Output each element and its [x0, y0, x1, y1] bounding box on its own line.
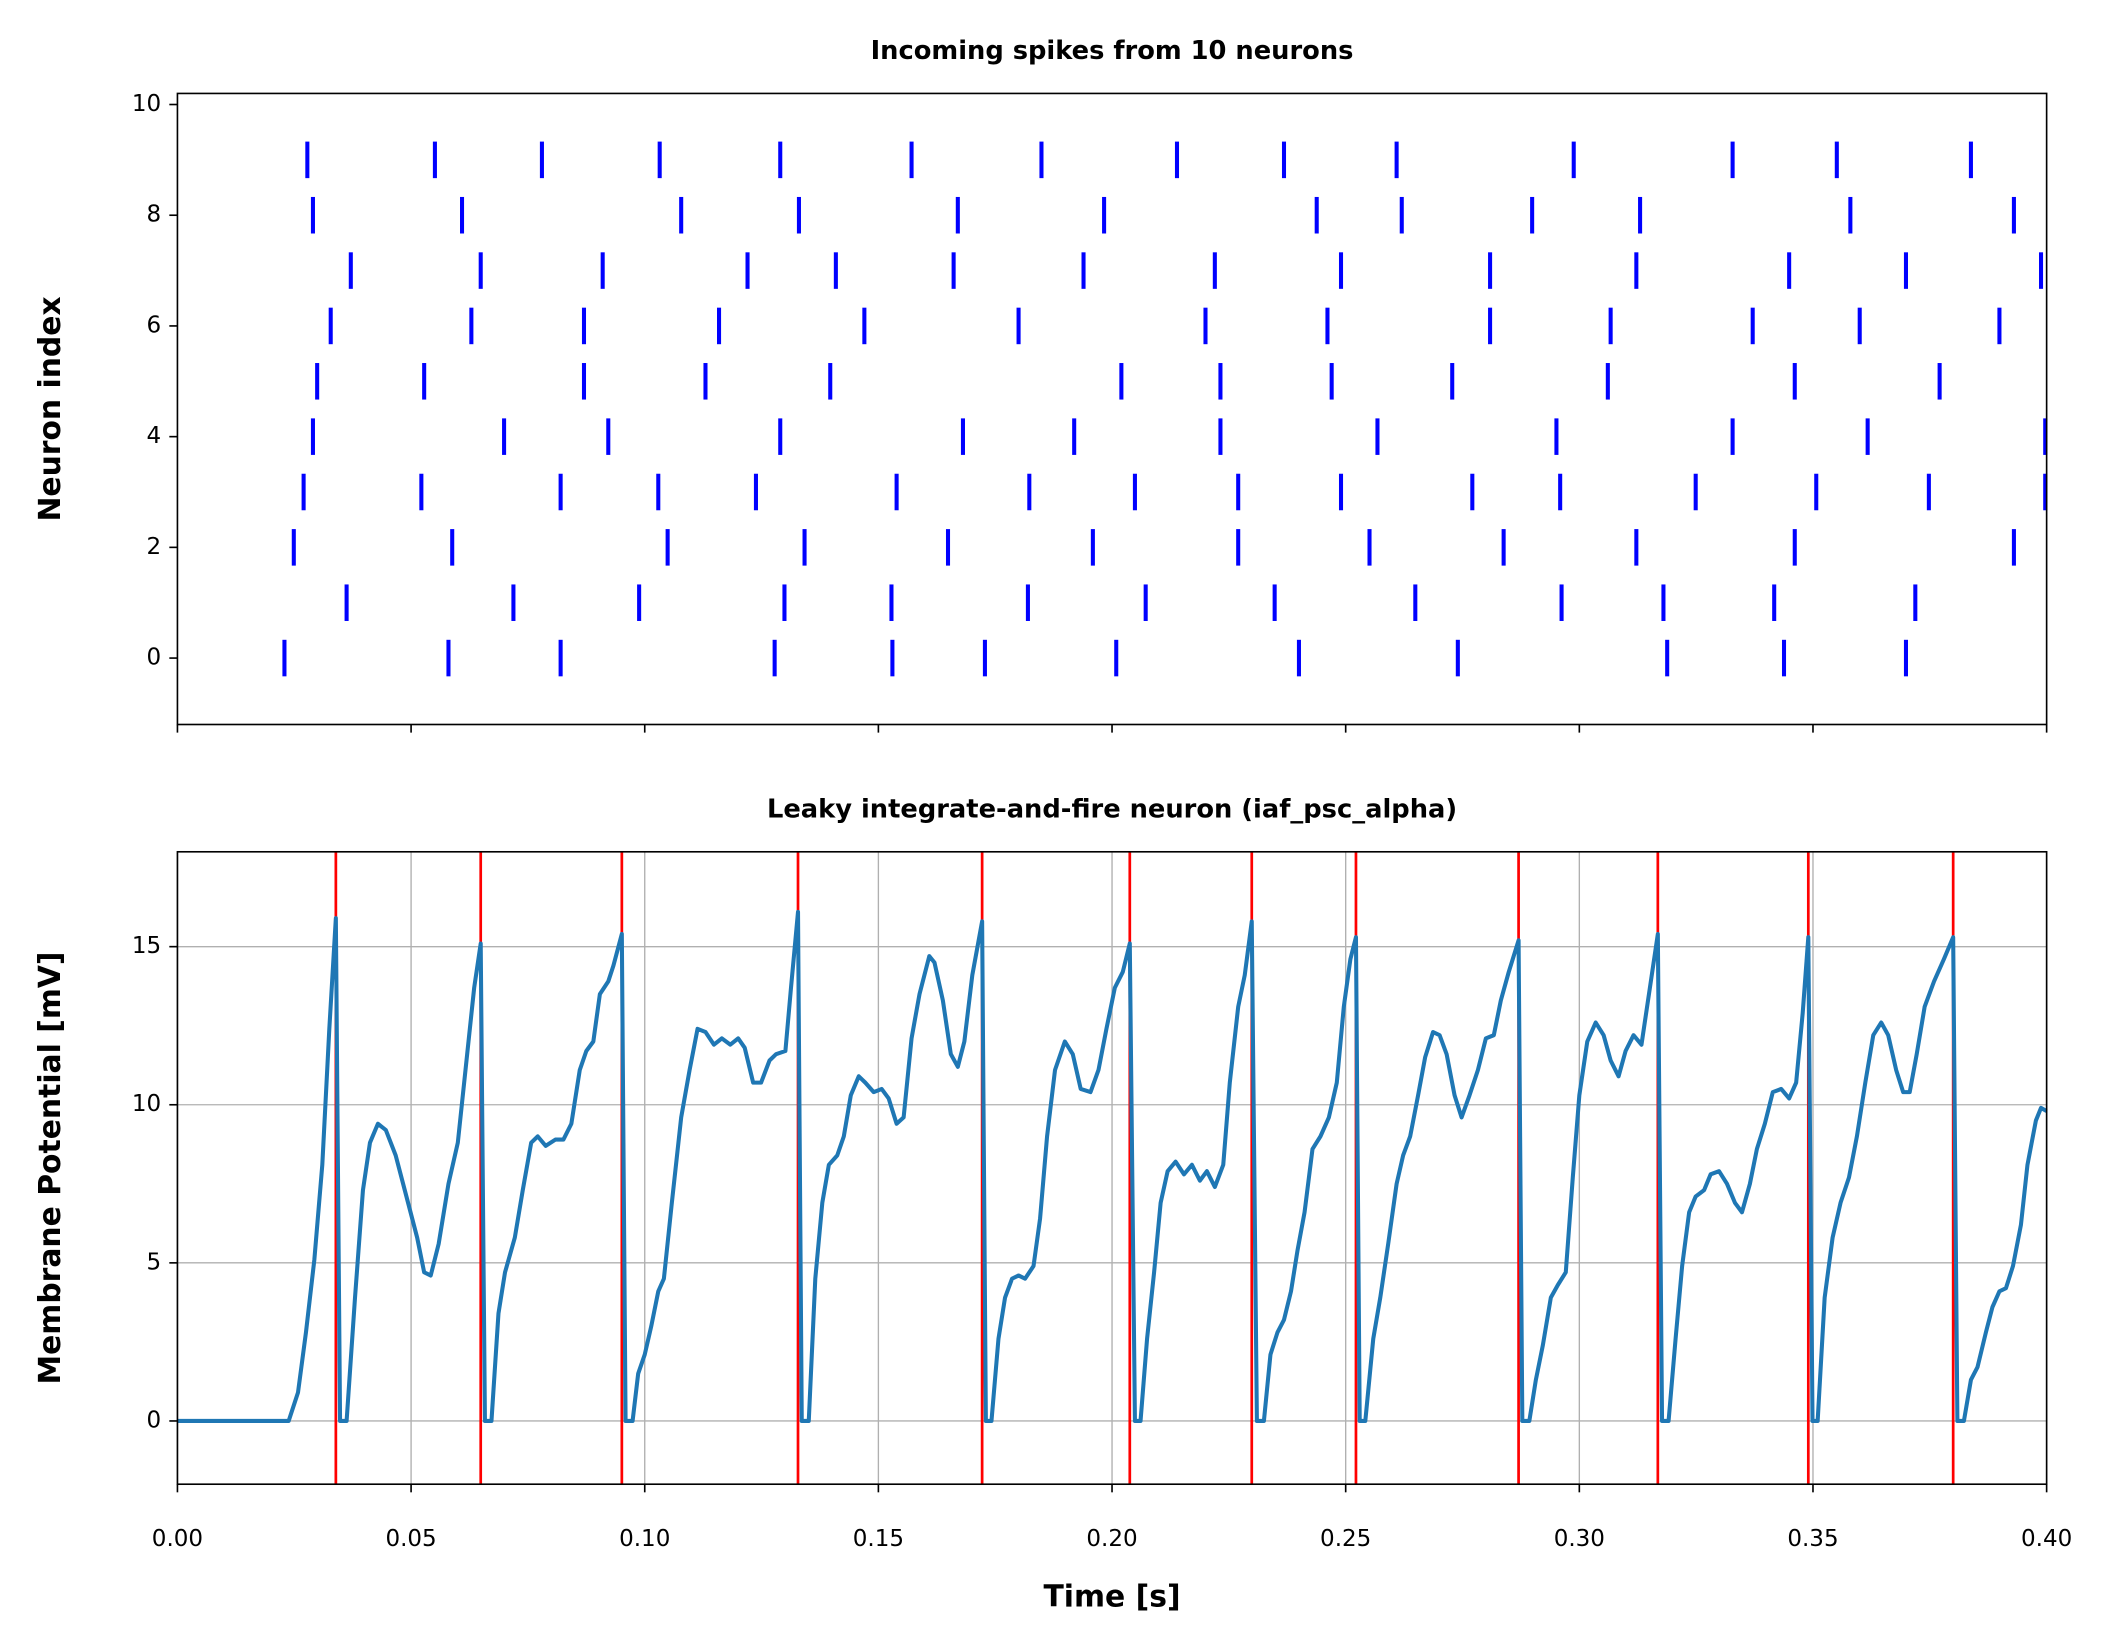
axes-frame: [176, 850, 2048, 1486]
x-tick-label: 0.15: [853, 1526, 904, 1552]
y-tick-label: 15: [132, 933, 161, 959]
x-tick-label: 0.20: [1086, 1526, 1137, 1552]
membrane-potential-line: [177, 909, 2048, 1423]
y-tick-label: 6: [147, 312, 162, 338]
x-tick-label: 0.30: [1554, 1526, 1605, 1552]
x-axis-label: Time [s]: [1043, 1579, 1180, 1614]
y-tick-label: 10: [132, 1091, 161, 1117]
y-tick-label: 4: [147, 423, 162, 449]
x-tick-label: 0.10: [619, 1526, 670, 1552]
y-tick-label: 10: [132, 91, 161, 117]
chart-title: Incoming spikes from 10 neurons: [871, 36, 1354, 66]
y-tick-label: 0: [147, 645, 162, 671]
y-tick-label: 0: [147, 1407, 162, 1433]
x-tick-label: 0.40: [2021, 1526, 2072, 1552]
y-tick-label: 2: [147, 534, 162, 560]
y-tick-label: 8: [147, 202, 162, 228]
x-tick-label: 0.00: [152, 1526, 203, 1552]
x-tick-label: 0.25: [1320, 1526, 1371, 1552]
y-axis-label: Neuron index: [33, 296, 68, 521]
x-tick-label: 0.05: [385, 1526, 436, 1552]
chart-title: Leaky integrate-and-fire neuron (iaf_psc…: [767, 794, 1457, 824]
axes-frame: [176, 92, 2048, 726]
y-tick-label: 5: [147, 1249, 162, 1275]
y-axis-label: Membrane Potential [mV]: [33, 951, 68, 1384]
x-tick-label: 0.35: [1787, 1526, 1838, 1552]
